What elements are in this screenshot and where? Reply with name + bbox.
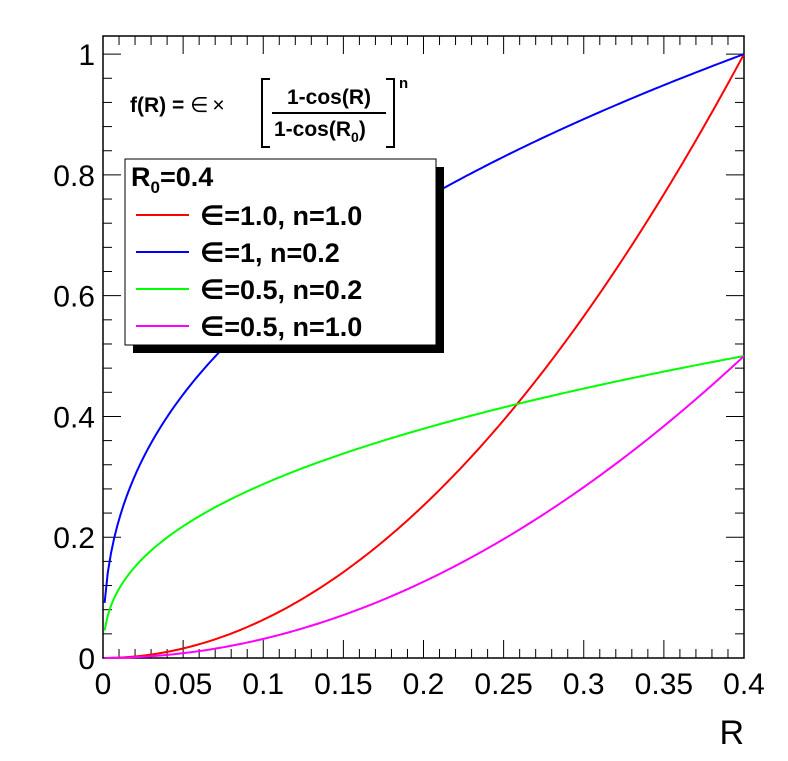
x-tick-label: 0.2 bbox=[403, 668, 445, 701]
x-tick-label: 0.15 bbox=[314, 668, 372, 701]
formula-annotation: f(R) = ∈ × 1-cos(R) 1-cos(R0) n bbox=[130, 75, 408, 148]
formula-denominator: 1-cos(R0) bbox=[274, 118, 366, 145]
legend-header: R0=0.4 bbox=[131, 162, 213, 197]
curves-layer bbox=[103, 53, 745, 659]
axis-ticks-layer: 0 0.05 0.1 0.15 0.2 0.25 0.3 0.35 0.4 0 0.2 0.4 0.6 0… bbox=[53, 36, 765, 701]
x-tick-label: 0.05 bbox=[154, 668, 212, 701]
series-line-3 bbox=[103, 355, 745, 631]
series-line-4 bbox=[104, 355, 745, 659]
x-axis-title: R bbox=[719, 714, 744, 752]
x-tick-label: 0 bbox=[95, 668, 112, 701]
legend-label-4: ∈=0.5, n=1.0 bbox=[200, 312, 362, 342]
y-tick-label: 0 bbox=[78, 643, 95, 676]
legend: R0=0.4 ∈=1.0, n=1.0 ∈=1, n=0.2 ∈=0.5, n=0.… bbox=[124, 158, 444, 353]
legend-entries: ∈=1.0, n=1.0 ∈=1, n=0.2 ∈=0.5, n=0.2 ∈=0.5,… bbox=[136, 201, 362, 342]
x-tick-label: 0.1 bbox=[242, 668, 284, 701]
x-tick-label: 0.3 bbox=[563, 668, 605, 701]
legend-label-1: ∈=1.0, n=1.0 bbox=[200, 201, 362, 231]
legend-label-2: ∈=1, n=0.2 bbox=[200, 238, 340, 268]
formula-bracket bbox=[261, 78, 395, 148]
x-tick-label: 0.25 bbox=[474, 668, 532, 701]
y-tick-label: 1 bbox=[78, 39, 95, 72]
y-tick-label: 0.6 bbox=[53, 281, 95, 314]
y-tick-label: 0.2 bbox=[53, 522, 95, 555]
formula-lhs: f(R) = ∈ × bbox=[130, 94, 225, 117]
formula-numerator: 1-cos(R) bbox=[287, 86, 371, 109]
y-tick-label: 0.4 bbox=[53, 401, 95, 434]
y-tick-label: 0.8 bbox=[53, 160, 95, 193]
x-tick-label: 0.4 bbox=[723, 668, 765, 701]
legend-label-3: ∈=0.5, n=0.2 bbox=[200, 275, 362, 305]
formula-exponent: n bbox=[399, 75, 408, 92]
series-line-1 bbox=[104, 53, 745, 659]
x-tick-label: 0.35 bbox=[635, 668, 693, 701]
